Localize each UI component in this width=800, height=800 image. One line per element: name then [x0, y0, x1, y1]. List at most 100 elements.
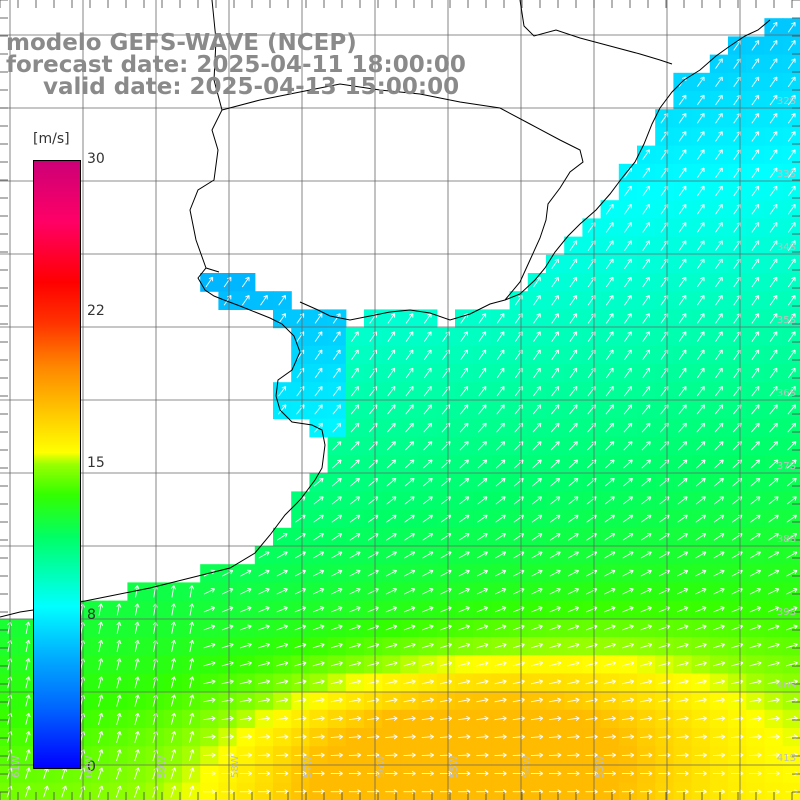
wind-arrow: [622, 551, 634, 559]
border-line-3: [519, 0, 673, 65]
wind-arrow: [477, 422, 487, 433]
wind-arrow: [769, 404, 778, 415]
wind-arrow: [423, 349, 432, 361]
wind-arrow: [313, 533, 324, 541]
wind-arrow: [276, 551, 288, 559]
wind-arrow: [696, 94, 705, 106]
latitude-label: 38S: [776, 534, 796, 545]
wind-arrow: [677, 496, 688, 505]
color-scale-bar: [33, 160, 81, 769]
wind-arrow: [604, 459, 615, 469]
wind-arrow: [550, 422, 560, 433]
wind-arrow: [569, 331, 578, 342]
wind-arrow: [751, 149, 760, 160]
wind-arrow: [696, 185, 705, 197]
wind-arrow: [769, 258, 778, 270]
wind-arrow: [713, 514, 725, 523]
wind-arrow: [787, 441, 797, 451]
wind-arrow: [751, 386, 760, 397]
wind-arrow: [769, 203, 778, 215]
wind-arrow: [332, 331, 341, 342]
wind-arrow: [787, 40, 796, 51]
wind-arrow: [622, 569, 634, 577]
wind-arrow: [221, 569, 234, 577]
wind-arrow: [496, 422, 505, 433]
wind-arrow: [714, 459, 724, 469]
wind-arrow: [241, 294, 250, 306]
wind-arrow: [495, 496, 506, 505]
wind-arrow: [658, 569, 670, 577]
wind-arrow: [458, 569, 470, 577]
latitude-label: 34S: [776, 242, 796, 253]
wind-arrow: [387, 331, 396, 342]
wind-arrow: [714, 404, 724, 415]
wind-arrow: [642, 203, 650, 215]
wind-arrow: [678, 258, 687, 270]
wind-arrow: [423, 422, 433, 433]
wind-arrow: [787, 367, 796, 379]
wind-arrow: [240, 569, 252, 577]
wind-arrow: [715, 185, 723, 197]
longitude-label: 56W: [376, 755, 387, 778]
wind-arrow: [276, 587, 288, 595]
wind-arrow: [731, 569, 743, 577]
wind-arrow: [624, 349, 632, 361]
wind-arrow: [276, 533, 288, 541]
wind-arrow: [678, 294, 687, 306]
wind-arrow: [331, 514, 343, 523]
wind-arrow: [495, 459, 506, 469]
wind-arrow: [640, 551, 652, 559]
wind-arrow: [313, 551, 325, 559]
wind-arrow: [715, 58, 723, 69]
wind-arrow: [695, 459, 706, 469]
wind-arrow: [641, 477, 652, 487]
wind-arrow: [696, 276, 705, 288]
wind-arrow: [478, 367, 487, 379]
wind-arrow: [314, 367, 323, 379]
wind-arrow: [551, 367, 559, 379]
wind-arrow: [349, 533, 361, 541]
wind-arrow: [405, 367, 414, 379]
wind-arrow: [715, 313, 723, 324]
wind-arrow: [642, 313, 650, 324]
wind-arrow: [623, 386, 632, 397]
wind-arrow: [586, 533, 597, 541]
wind-arrow: [769, 167, 778, 179]
wind-arrow: [513, 551, 525, 559]
wind-arrow: [458, 587, 470, 595]
wind-arrow: [170, 585, 176, 598]
wind-arrow: [715, 222, 723, 233]
wind-arrow: [567, 569, 579, 577]
wind-arrow: [678, 404, 687, 415]
wind-arrow: [569, 313, 578, 324]
wind-arrow: [496, 367, 505, 379]
wind-arrow: [496, 331, 505, 342]
wind-arrow: [769, 94, 778, 106]
wind-arrow: [751, 294, 760, 306]
wind-arrow: [568, 477, 579, 487]
wind-arrow: [624, 185, 632, 197]
wind-arrow: [787, 203, 796, 215]
wind-arrow: [405, 331, 414, 342]
wind-arrow: [715, 331, 723, 342]
wind-arrow: [331, 477, 342, 487]
wind-arrow: [787, 386, 796, 397]
wind-arrow: [604, 514, 616, 523]
wind-arrow: [532, 477, 542, 487]
wind-arrow: [568, 514, 579, 523]
wind-arrow: [477, 441, 487, 451]
longitude-label: 59W: [157, 755, 168, 778]
wind-arrow: [404, 514, 415, 523]
latitude-label: 41S: [776, 753, 796, 764]
wind-arrow: [477, 477, 488, 487]
wind-arrow: [513, 496, 524, 505]
wind-arrow: [585, 569, 598, 577]
wind-arrow: [569, 349, 578, 361]
wind-arrow: [405, 313, 414, 324]
wind-arrow: [642, 276, 650, 288]
wind-arrow: [750, 514, 761, 523]
wind-arrow: [569, 404, 578, 415]
wind-arrow: [786, 533, 798, 541]
wind-arrow: [642, 240, 650, 251]
